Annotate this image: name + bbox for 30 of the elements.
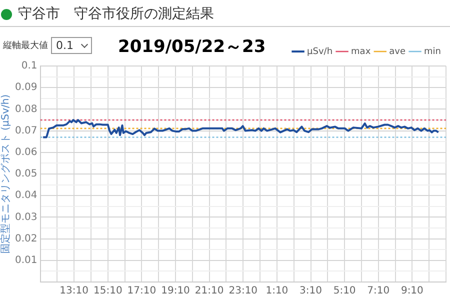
- x-tick-label: 7:10: [367, 286, 390, 297]
- x-tick-label: 17:10: [127, 286, 156, 297]
- y-tick-label: 0.06: [15, 146, 38, 158]
- x-tick-label: 13:10: [60, 286, 88, 297]
- x-tick-label: 21:10: [194, 286, 224, 297]
- y-axis-title: 固定型モニタリングポスト (μSv/h): [0, 94, 12, 254]
- x-tick-label: 23:10: [228, 286, 258, 297]
- x-tick-label: 3:10: [300, 286, 322, 297]
- x-tick-label: 1:10: [266, 286, 288, 297]
- y-tick-label: 0.04: [15, 190, 38, 202]
- legend-label: μSv/h: [307, 46, 333, 57]
- x-tick-label: 9:10: [400, 286, 424, 297]
- x-tick-label: 15:10: [93, 286, 122, 297]
- legend-label: max: [351, 46, 372, 57]
- chart-subtitle: 2019/05/22～23: [118, 36, 266, 58]
- y-tick-label: 0.02: [15, 233, 38, 244]
- y-tick-label: 0.08: [15, 104, 38, 115]
- x-tick-label: 19:10: [161, 286, 190, 297]
- y-tick-label: 0.05: [15, 168, 38, 180]
- y-tick-label: 0.01: [15, 254, 38, 266]
- legend-label: min: [424, 46, 442, 57]
- y-tick-label: 0.1: [21, 60, 38, 72]
- y-tick-label: 0.09: [15, 82, 38, 94]
- x-tick-label: 5:10: [333, 286, 356, 297]
- y-tick-label: 0.03: [15, 212, 38, 223]
- dropdown-field: 0.1: [51, 37, 92, 54]
- y-tick-label: 0.07: [15, 125, 38, 136]
- chart-title: 守谷市 守谷市役所の測定結果: [18, 5, 214, 23]
- legend-label: ave: [389, 46, 406, 57]
- text: 縦軸最大値: [3, 40, 48, 52]
